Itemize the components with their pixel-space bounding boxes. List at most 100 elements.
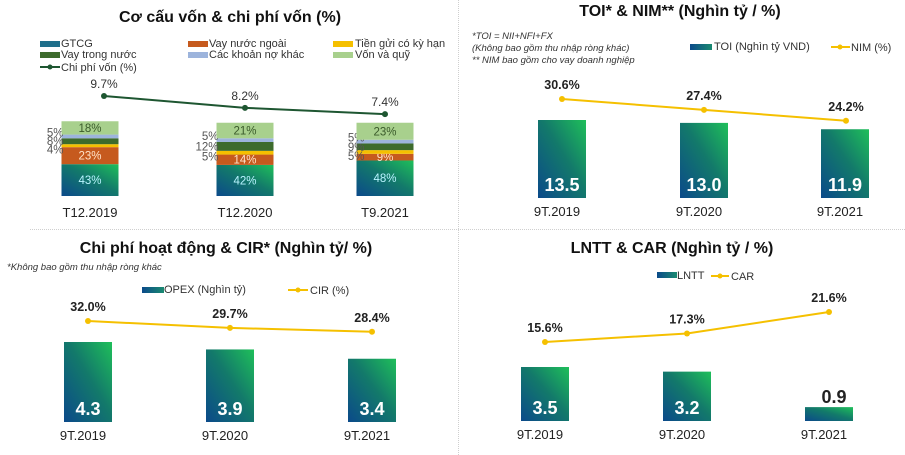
toi-chart-title: TOI* & NIM** (Nghìn tỷ / %) bbox=[579, 3, 780, 20]
legend-label-cir: CIR (%) bbox=[310, 285, 349, 297]
segment-label-outside: 8% bbox=[47, 136, 64, 148]
cir-point bbox=[227, 324, 233, 331]
segment-label: 14% bbox=[233, 155, 256, 167]
legend-swatch-vay-nuoc-ngoai bbox=[188, 41, 208, 47]
bar bbox=[538, 120, 586, 198]
stack-segment-4 bbox=[61, 138, 119, 145]
toi-note-1: *TOI = NII+NFI+FX bbox=[472, 31, 554, 42]
bar bbox=[348, 358, 396, 422]
legend-swatch-vay-trong-nuoc bbox=[40, 52, 60, 58]
stack-segment-3 bbox=[61, 144, 119, 148]
cir-label: 29.7% bbox=[212, 307, 247, 321]
segment-label: 43% bbox=[78, 175, 101, 187]
legend-swatch-tien-gui bbox=[333, 41, 353, 47]
legend-swatch-von-va-quy bbox=[333, 52, 353, 58]
bar-value-label: 0.9 bbox=[821, 387, 846, 407]
x-tick-label: 9T.2020 bbox=[676, 204, 722, 219]
nim-label: 27.4% bbox=[686, 89, 721, 103]
cir-point bbox=[369, 328, 375, 335]
car-label: 21.6% bbox=[811, 291, 846, 305]
stack-segment-1 bbox=[356, 160, 414, 196]
chi-phi-von-label: 8.2% bbox=[231, 89, 259, 103]
stack-segment-3 bbox=[356, 150, 414, 154]
opex-chart-title: Chi phí hoạt động & CIR* (Nghìn tỷ/ %) bbox=[80, 240, 372, 257]
chi-phi-von-point bbox=[382, 111, 388, 118]
bar-value-label: 11.9 bbox=[828, 175, 862, 195]
x-tick-label: T12.2019 bbox=[63, 205, 118, 220]
chi-phi-von-label: 9.7% bbox=[90, 77, 118, 91]
legend-label-car: CAR bbox=[731, 271, 754, 283]
bar bbox=[206, 349, 254, 422]
vertical-divider bbox=[458, 0, 459, 455]
legend-swatch-gtcg bbox=[40, 41, 60, 47]
segment-label-outside: 5% bbox=[202, 131, 219, 143]
legend-label-lntt: LNTT bbox=[677, 270, 705, 282]
segment-label-outside: 5% bbox=[348, 151, 365, 163]
bar-value-label: 4.3 bbox=[75, 399, 100, 419]
legend-label-gtcg: GTCG bbox=[61, 38, 93, 50]
x-tick-label: 9T.2021 bbox=[344, 428, 390, 443]
nim-point bbox=[843, 117, 849, 124]
legend-label-von-va-quy: Vốn và quỹ bbox=[355, 49, 411, 61]
segment-label: 9% bbox=[377, 152, 394, 164]
stack-segment-4 bbox=[356, 143, 414, 151]
legend-label-vay-trong-nuoc: Vay trong nước bbox=[61, 49, 137, 61]
opex-legend: OPEX (Nghìn tỷ) CIR (%) bbox=[142, 284, 349, 297]
stack-segment-2 bbox=[356, 153, 414, 161]
car-point bbox=[684, 330, 690, 337]
segment-label-outside: 12% bbox=[195, 141, 218, 153]
legend-swatch-cac-khoan-no-khac bbox=[188, 52, 208, 58]
segment-label: 23% bbox=[373, 126, 396, 138]
bar bbox=[64, 342, 112, 422]
stack-segment-5 bbox=[356, 139, 414, 144]
nim-point bbox=[559, 96, 565, 102]
stack-segment-2 bbox=[61, 147, 119, 165]
legend-label-opex: OPEX (Nghìn tỷ) bbox=[164, 284, 246, 296]
bar-value-label: 3.5 bbox=[532, 398, 557, 418]
horizontal-divider bbox=[30, 229, 905, 230]
bar bbox=[805, 407, 853, 421]
legend-marker-cir bbox=[295, 287, 301, 293]
segment-label-outside: 5% bbox=[47, 127, 64, 139]
legend-label-cac-khoan-no-khac: Các khoản nợ khác bbox=[209, 49, 305, 61]
chi-phi-von-point bbox=[101, 93, 107, 99]
stack-segment-6 bbox=[356, 122, 414, 140]
x-tick-label: 9T.2019 bbox=[60, 428, 106, 443]
bar-value-label: 3.2 bbox=[674, 398, 699, 418]
x-tick-label: 9T.2020 bbox=[202, 428, 248, 443]
bar bbox=[680, 122, 728, 198]
segment-label-outside: 4% bbox=[47, 145, 64, 157]
legend-marker-nim bbox=[837, 44, 843, 50]
x-tick-label: 9T.2019 bbox=[517, 427, 563, 442]
bar-value-label: 13.5 bbox=[544, 175, 579, 195]
bar-value-label: 3.4 bbox=[359, 399, 384, 419]
segment-label: 23% bbox=[78, 151, 101, 163]
toi-note-3: ** NIM bao gồm cho vay doanh nghiệp bbox=[472, 55, 635, 66]
legend-label-vay-nuoc-ngoai: Vay nước ngoài bbox=[209, 38, 286, 50]
x-tick-label: 9T.2019 bbox=[534, 204, 580, 219]
chi-phi-von-point bbox=[242, 104, 248, 111]
capital-legend: GTCG Vay nước ngoài Tiền gửi có kỳ hạn V… bbox=[40, 38, 445, 74]
nim-label: 24.2% bbox=[828, 100, 863, 114]
stack-segment-6 bbox=[61, 121, 119, 135]
legend-label-nim: NIM (%) bbox=[851, 42, 891, 54]
legend-marker-chi-phi-von bbox=[47, 64, 53, 70]
x-tick-label: 9T.2021 bbox=[801, 427, 847, 442]
toi-note-2: (Không bao gồm thu nhập ròng khác) bbox=[472, 43, 629, 54]
stack-segment-4 bbox=[216, 141, 274, 151]
cir-label: 32.0% bbox=[70, 300, 105, 314]
bar-value-label: 3.9 bbox=[217, 399, 242, 419]
legend-marker-car bbox=[717, 273, 723, 279]
capital-chart-title: Cơ cấu vốn & chi phí vốn (%) bbox=[119, 9, 341, 26]
opex-note: *Không bao gồm thu nhập ròng khác bbox=[7, 262, 162, 273]
segment-label-outside: 9% bbox=[348, 142, 365, 154]
x-tick-label: T12.2020 bbox=[218, 205, 273, 220]
bar bbox=[521, 367, 569, 421]
legend-swatch-opex bbox=[142, 287, 164, 293]
nim-label: 30.6% bbox=[544, 78, 579, 92]
toi-legend: TOI (Nghìn tỷ VND) NIM (%) bbox=[690, 41, 891, 54]
legend-swatch-lntt bbox=[657, 272, 677, 278]
x-tick-label: 9T.2020 bbox=[659, 427, 705, 442]
bar-value-label: 13.0 bbox=[686, 175, 721, 195]
stack-segment-1 bbox=[61, 164, 119, 196]
